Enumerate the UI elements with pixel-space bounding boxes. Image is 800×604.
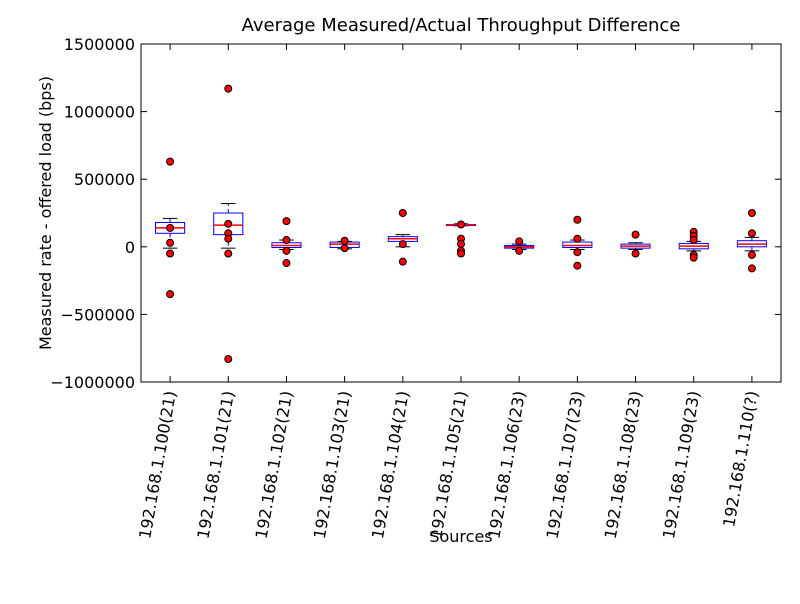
x-axis-label: Sources	[429, 527, 492, 546]
outlier	[166, 238, 175, 247]
outlier	[282, 236, 291, 245]
outlier	[224, 355, 233, 364]
outlier	[282, 259, 291, 268]
y-tick-label: 1000000	[64, 103, 135, 122]
outlier	[457, 220, 465, 229]
outlier	[166, 249, 175, 258]
outlier	[515, 237, 524, 246]
outlier	[398, 240, 407, 249]
y-tick-label: 0	[125, 238, 135, 257]
outlier	[282, 217, 291, 226]
y-tick-label: 500000	[74, 170, 135, 189]
outlier	[631, 249, 640, 258]
plot-frame	[140, 43, 782, 383]
outlier	[166, 290, 175, 299]
chart-title: Average Measured/Actual Throughput Diffe…	[242, 15, 681, 36]
outlier	[340, 236, 349, 245]
outlier	[573, 248, 582, 257]
outlier	[224, 84, 233, 93]
outlier	[282, 246, 291, 255]
outlier	[631, 230, 640, 239]
outlier	[747, 209, 756, 217]
outlier	[747, 264, 756, 273]
outlier	[573, 261, 582, 270]
y-axis-label: Measured rate - offered load (bps)	[36, 76, 55, 350]
y-tick-label: 1500000	[64, 35, 135, 54]
outlier	[573, 234, 582, 243]
outlier	[166, 157, 175, 166]
y-tick-label: −500000	[61, 305, 135, 324]
outlier	[689, 253, 698, 262]
outlier	[689, 236, 698, 245]
outlier	[224, 219, 233, 228]
outlier	[224, 249, 233, 258]
outlier	[747, 229, 756, 238]
outlier	[573, 215, 582, 224]
outlier	[747, 250, 756, 259]
outlier	[398, 209, 407, 217]
outlier	[457, 249, 465, 258]
outlier	[224, 234, 233, 243]
outlier	[457, 240, 465, 249]
outlier	[166, 223, 175, 232]
y-tick-label: −1000000	[50, 373, 135, 392]
outlier	[340, 244, 349, 253]
outlier	[398, 257, 407, 266]
outlier	[515, 246, 524, 255]
